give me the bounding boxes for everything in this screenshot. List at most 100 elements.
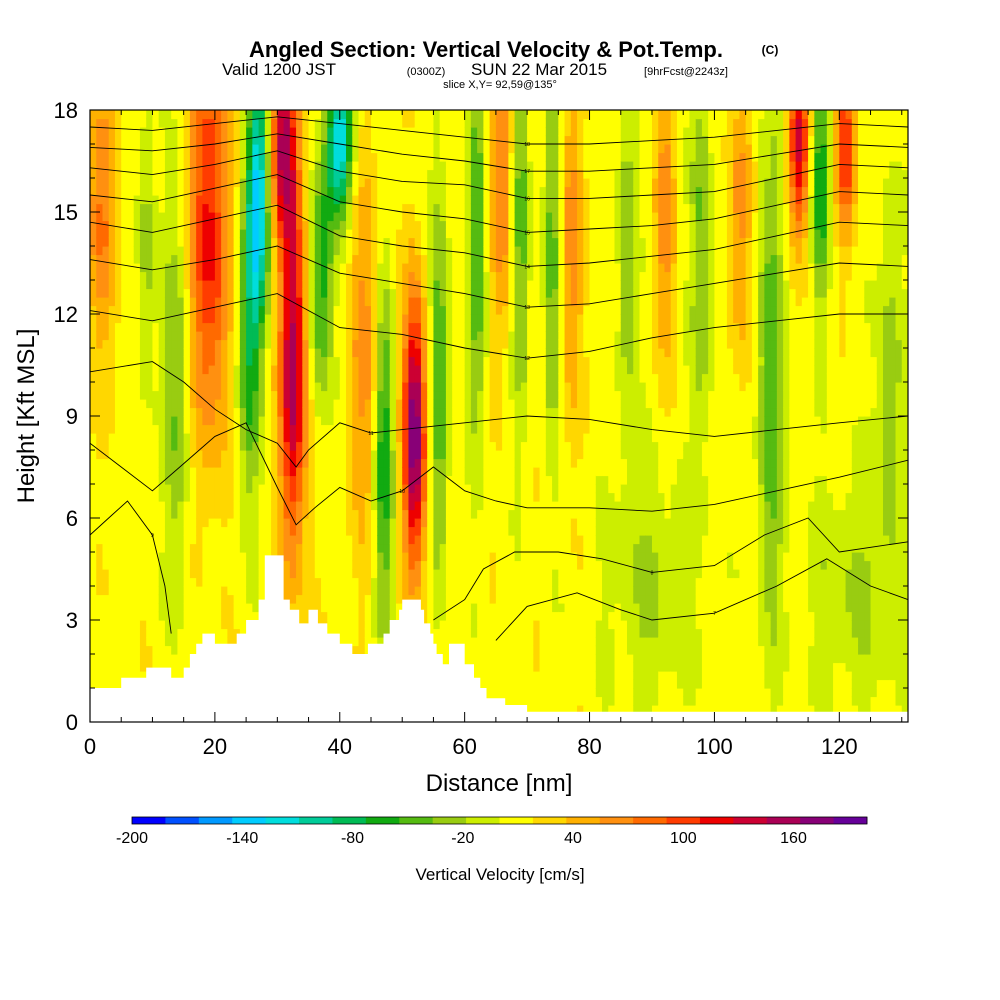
velocity-cell <box>121 543 129 553</box>
velocity-cell <box>445 246 453 256</box>
velocity-cell <box>395 501 403 511</box>
velocity-cell <box>164 586 172 596</box>
velocity-cell <box>470 348 478 358</box>
velocity-cell <box>452 331 460 341</box>
velocity-cell <box>427 484 435 494</box>
velocity-cell <box>227 331 235 341</box>
velocity-cell <box>271 399 278 409</box>
velocity-cell <box>433 271 441 281</box>
velocity-cell <box>433 492 441 502</box>
velocity-cell <box>152 611 160 621</box>
velocity-cell <box>508 518 516 528</box>
velocity-cell <box>321 560 328 570</box>
velocity-cell <box>233 620 241 630</box>
velocity-cell <box>495 458 503 468</box>
velocity-cell <box>389 135 397 145</box>
velocity-cell <box>308 186 316 196</box>
velocity-cell <box>189 186 197 196</box>
velocity-cell <box>395 186 403 196</box>
velocity-cell <box>121 220 129 230</box>
velocity-cell <box>296 356 303 366</box>
velocity-cell <box>402 186 410 196</box>
velocity-cell <box>364 212 372 222</box>
velocity-cell <box>495 144 503 154</box>
velocity-cell <box>364 169 372 179</box>
velocity-cell <box>177 305 185 315</box>
velocity-cell <box>377 178 385 188</box>
velocity-cell <box>352 526 360 536</box>
velocity-cell <box>408 484 416 494</box>
velocity-cell <box>383 203 391 213</box>
velocity-cell <box>164 603 172 613</box>
velocity-cell <box>146 237 154 247</box>
velocity-cell <box>108 475 116 485</box>
velocity-cell <box>495 110 503 120</box>
velocity-cell <box>239 390 247 400</box>
velocity-cell <box>339 331 347 341</box>
velocity-cell <box>183 543 191 553</box>
velocity-cell <box>189 484 197 494</box>
velocity-cell <box>358 475 366 485</box>
velocity-cell <box>339 373 347 383</box>
velocity-cell <box>233 518 241 528</box>
velocity-cell <box>520 620 528 630</box>
velocity-cell <box>346 339 353 349</box>
velocity-cell <box>395 254 403 264</box>
velocity-cell <box>108 203 116 213</box>
velocity-cell <box>383 322 391 332</box>
velocity-cell <box>402 263 410 273</box>
velocity-cell <box>296 237 303 247</box>
velocity-cell <box>164 297 172 307</box>
velocity-cell <box>321 501 328 511</box>
velocity-cell <box>502 696 509 706</box>
velocity-cell <box>402 373 410 383</box>
velocity-cell <box>308 254 316 264</box>
velocity-cell <box>189 475 197 485</box>
velocity-cell <box>258 297 266 307</box>
velocity-cell <box>308 110 316 120</box>
velocity-cell <box>227 390 235 400</box>
velocity-cell <box>283 492 291 502</box>
velocity-cell <box>90 263 97 273</box>
velocity-cell <box>495 484 503 494</box>
velocity-cell <box>502 424 509 434</box>
velocity-cell <box>314 424 322 434</box>
velocity-cell <box>196 535 203 545</box>
velocity-cell <box>114 518 122 528</box>
velocity-cell <box>96 212 104 222</box>
velocity-cell <box>495 594 503 604</box>
velocity-cell <box>90 356 97 366</box>
velocity-cell <box>477 288 484 298</box>
velocity-cell <box>214 620 222 630</box>
velocity-cell <box>445 628 453 638</box>
velocity-cell <box>277 212 285 222</box>
velocity-cell <box>202 186 210 196</box>
velocity-cell <box>395 212 403 222</box>
velocity-cell <box>358 441 366 451</box>
velocity-cell <box>127 526 135 536</box>
velocity-cell <box>427 535 435 545</box>
velocity-cell <box>183 339 191 349</box>
velocity-cell <box>202 569 210 579</box>
velocity-cell <box>433 416 441 426</box>
velocity-cell <box>183 535 191 545</box>
velocity-cell <box>139 110 147 120</box>
velocity-cell <box>383 603 391 613</box>
velocity-cell <box>208 628 216 638</box>
velocity-cell <box>264 118 272 128</box>
velocity-cell <box>302 390 310 400</box>
velocity-cell <box>227 288 235 298</box>
velocity-cell <box>358 161 366 171</box>
velocity-cell <box>246 484 253 494</box>
velocity-cell <box>464 577 472 587</box>
velocity-cell <box>152 399 160 409</box>
velocity-cell <box>296 603 303 613</box>
velocity-cell <box>271 433 278 443</box>
velocity-cell <box>477 450 484 460</box>
velocity-cell <box>439 603 447 613</box>
velocity-cell <box>208 484 216 494</box>
velocity-cell <box>102 246 110 256</box>
velocity-cell <box>314 356 322 366</box>
velocity-cell <box>264 203 272 213</box>
